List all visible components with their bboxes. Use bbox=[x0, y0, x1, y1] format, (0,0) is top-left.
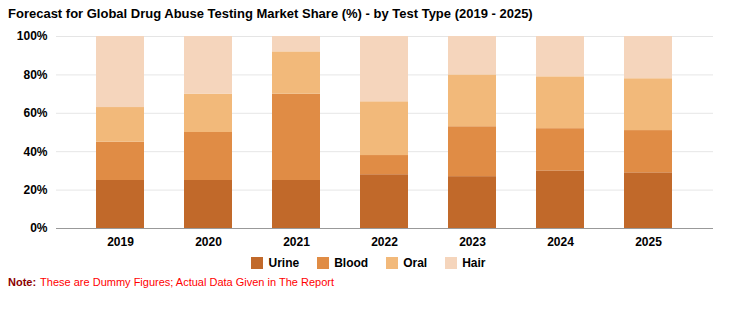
svg-text:60%: 60% bbox=[23, 106, 47, 120]
svg-text:2023: 2023 bbox=[459, 235, 486, 249]
svg-text:0%: 0% bbox=[30, 221, 48, 235]
svg-text:2019: 2019 bbox=[107, 235, 134, 249]
svg-text:2024: 2024 bbox=[547, 235, 574, 249]
html-text:Oral: Oral bbox=[403, 256, 428, 270]
html-text:Hair: Hair bbox=[462, 256, 486, 270]
html-text:Blood: Blood bbox=[334, 256, 369, 270]
html-text:Note: These are Dummy Figures;: Note: These are Dummy Figures; Actual Da… bbox=[8, 276, 334, 288]
svg-text:2021: 2021 bbox=[283, 235, 310, 249]
svg-text:2020: 2020 bbox=[195, 235, 222, 249]
html-text:Urine: Urine bbox=[268, 256, 300, 270]
svg-text:20%: 20% bbox=[23, 183, 47, 197]
svg-text:80%: 80% bbox=[23, 68, 47, 82]
svg-text:100%: 100% bbox=[17, 29, 48, 43]
html-text:Forecast for Global Drug Abuse: Forecast for Global Drug Abuse Testing M… bbox=[8, 6, 533, 21]
svg-text:2025: 2025 bbox=[635, 235, 662, 249]
svg-text:40%: 40% bbox=[23, 145, 47, 159]
svg-text:2022: 2022 bbox=[371, 235, 398, 249]
